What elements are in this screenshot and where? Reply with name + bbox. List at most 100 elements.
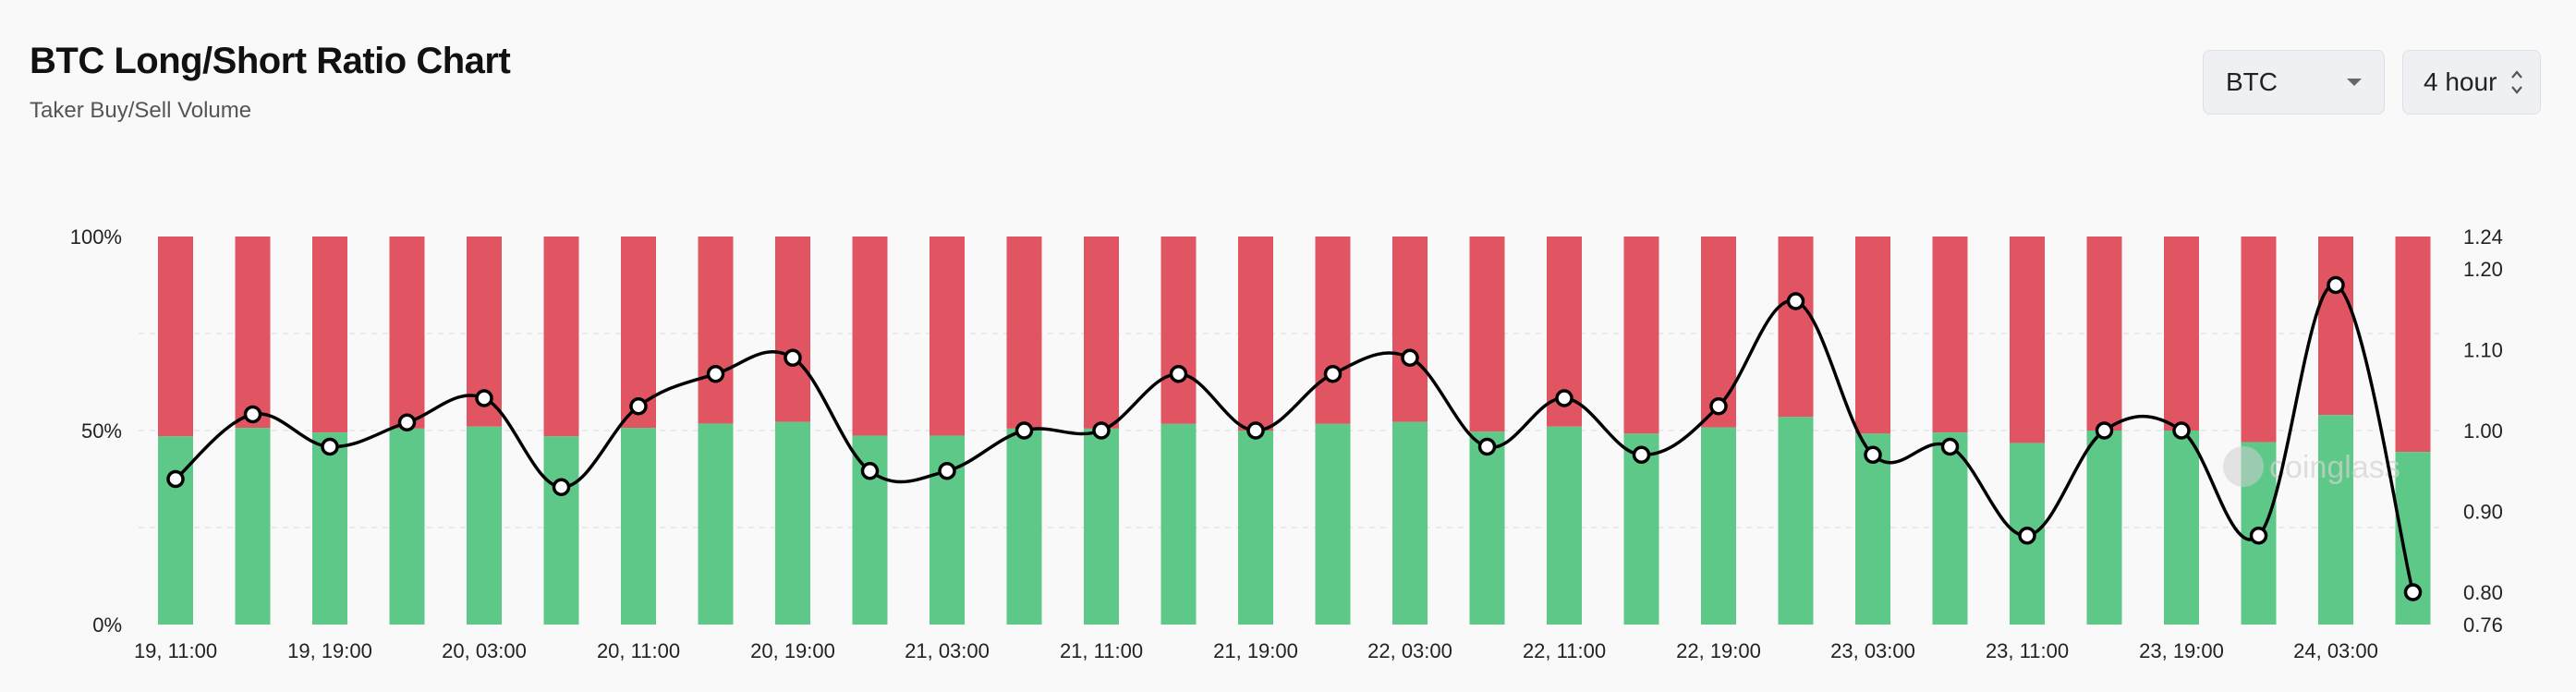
ratio-point[interactable] — [784, 348, 802, 367]
bar-buy[interactable] — [543, 436, 579, 625]
bar-buy[interactable] — [235, 428, 271, 625]
bar-buy[interactable] — [2086, 431, 2122, 625]
y-right-tick-label: 0.80 — [2463, 581, 2503, 604]
ratio-point[interactable] — [1246, 421, 1265, 440]
ratio-point[interactable] — [1786, 292, 1805, 310]
bar-buy[interactable] — [698, 423, 734, 625]
bar-sell[interactable] — [2395, 237, 2431, 453]
bar-buy[interactable] — [1778, 417, 1814, 625]
bar-sell[interactable] — [775, 237, 810, 422]
ratio-point[interactable] — [1709, 397, 1728, 416]
x-tick-label: 20, 11:00 — [597, 639, 680, 662]
ratio-point[interactable] — [2249, 527, 2268, 545]
bar-sell[interactable] — [543, 237, 579, 437]
bar-buy[interactable] — [389, 428, 425, 625]
bar-buy[interactable] — [1315, 423, 1351, 625]
ratio-point[interactable] — [397, 413, 417, 431]
bar-sell[interactable] — [852, 237, 888, 436]
ratio-point[interactable] — [166, 469, 185, 489]
ratio-point[interactable] — [1477, 437, 1497, 456]
bar-sell[interactable] — [2241, 237, 2277, 443]
ratio-point[interactable] — [1092, 421, 1111, 440]
coin-select[interactable]: BTC — [2203, 50, 2385, 115]
bar-sell[interactable] — [1623, 237, 1659, 434]
ratio-point[interactable] — [475, 389, 493, 407]
bar-buy[interactable] — [1547, 426, 1582, 625]
bar-sell[interactable] — [1932, 237, 1968, 433]
bar-buy[interactable] — [1623, 433, 1659, 625]
bar-buy[interactable] — [1932, 432, 1968, 625]
ratio-point[interactable] — [860, 462, 880, 480]
bar-sell[interactable] — [1701, 237, 1736, 428]
ratio-point[interactable] — [1940, 437, 1960, 456]
ratio-point[interactable] — [2403, 583, 2423, 601]
bar-buy[interactable] — [1392, 421, 1428, 625]
ratio-point[interactable] — [2018, 527, 2036, 545]
ratio-point[interactable] — [321, 437, 339, 456]
ratio-point[interactable] — [1401, 348, 1419, 367]
ratio-point[interactable] — [1632, 445, 1651, 464]
bar-buy[interactable] — [312, 432, 347, 625]
ratio-point[interactable] — [1323, 365, 1343, 383]
y-right-tick-label: 0.76 — [2463, 613, 2503, 637]
bar-sell[interactable] — [1084, 237, 1119, 429]
bar-sell[interactable] — [1160, 237, 1197, 424]
interval-select-value: 4 hour — [2424, 67, 2497, 96]
bar-sell[interactable] — [2318, 237, 2353, 416]
bar-buy[interactable] — [775, 421, 810, 625]
bar-sell[interactable] — [389, 237, 425, 429]
ratio-point[interactable] — [1864, 445, 1882, 464]
ratio-point[interactable] — [552, 478, 571, 496]
y-left-tick-label: 50% — [81, 419, 122, 443]
bar-sell[interactable] — [158, 237, 193, 437]
bar-sell[interactable] — [2010, 237, 2045, 443]
ratio-point[interactable] — [706, 365, 725, 383]
bar-sell[interactable] — [2086, 237, 2122, 431]
bar-buy[interactable] — [1160, 423, 1197, 625]
bar-buy[interactable] — [621, 428, 656, 625]
updown-chevron-icon — [2511, 70, 2522, 94]
bar-buy[interactable] — [1238, 431, 1273, 625]
bar-sell[interactable] — [1238, 237, 1273, 431]
bar-sell[interactable] — [930, 237, 965, 436]
y-right-tick-label: 1.24 — [2463, 225, 2503, 249]
bar-buy[interactable] — [467, 426, 502, 625]
bar-buy[interactable] — [1469, 431, 1505, 625]
ratio-point[interactable] — [938, 462, 956, 480]
bar-buy[interactable] — [2318, 415, 2353, 625]
ratio-point[interactable] — [1015, 421, 1034, 440]
bar-sell[interactable] — [1778, 237, 1814, 418]
bar-buy[interactable] — [1701, 427, 1736, 625]
bar-sell[interactable] — [698, 237, 734, 424]
bar-sell[interactable] — [621, 237, 656, 429]
coinglass-logo-icon — [2223, 446, 2264, 487]
bar-sell[interactable] — [1006, 237, 1042, 429]
bar-sell[interactable] — [1315, 237, 1351, 424]
bar-sell[interactable] — [312, 237, 347, 433]
page-title: BTC Long/Short Ratio Chart — [30, 41, 511, 81]
x-tick-label: 19, 19:00 — [287, 639, 372, 662]
ratio-point[interactable] — [1555, 389, 1574, 407]
bar-sell[interactable] — [2164, 237, 2199, 431]
y-right-tick-label: 0.90 — [2463, 501, 2503, 524]
ratio-point[interactable] — [2172, 421, 2191, 440]
bar-sell[interactable] — [1469, 237, 1505, 432]
watermark-group: coinglass — [2223, 446, 2400, 487]
bar-buy[interactable] — [1855, 433, 1890, 625]
ratio-point[interactable] — [243, 405, 262, 424]
ratio-point[interactable] — [2095, 421, 2114, 440]
bar-sell[interactable] — [1855, 237, 1890, 434]
ratio-point[interactable] — [1169, 365, 1188, 383]
y-left-tick-label: 100% — [70, 225, 122, 249]
ratio-point[interactable] — [2327, 275, 2345, 295]
bar-buy[interactable] — [1006, 428, 1042, 625]
bar-sell[interactable] — [1392, 237, 1428, 422]
bar-buy[interactable] — [1084, 428, 1119, 625]
axes-group: 100% 50% 0% 1.24 1.20 1.10 1.00 0.90 0.80 0.76 19,… — [70, 225, 2503, 662]
interval-select[interactable]: 4 hour — [2402, 50, 2541, 115]
bar-buy[interactable] — [2164, 431, 2199, 625]
bar-sell[interactable] — [235, 237, 271, 429]
ratio-point[interactable] — [629, 397, 648, 416]
